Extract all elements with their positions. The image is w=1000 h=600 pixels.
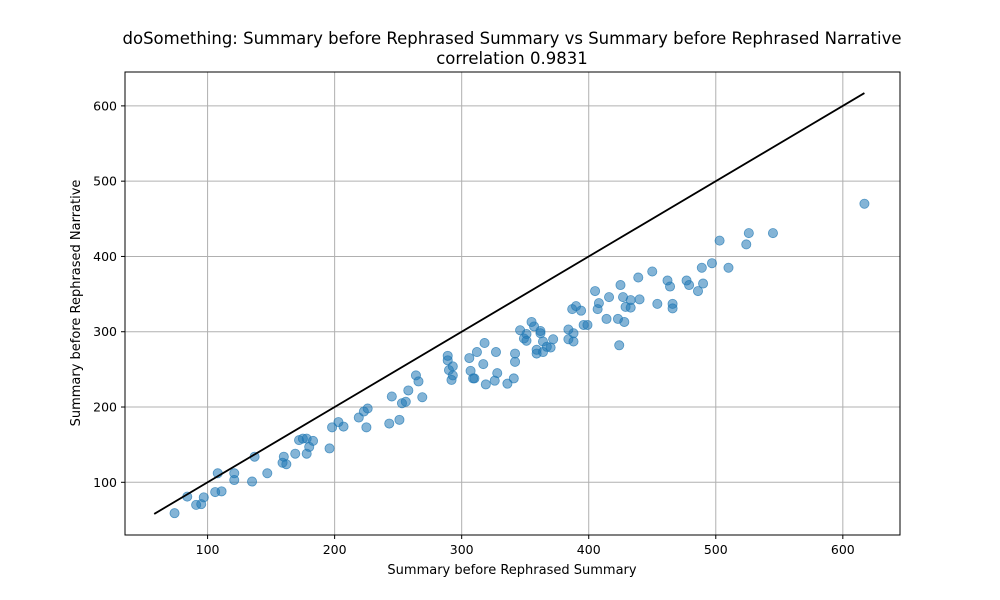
data-point xyxy=(665,281,676,292)
reference-line xyxy=(153,92,865,515)
data-point xyxy=(521,335,532,346)
data-point xyxy=(327,422,338,433)
data-point xyxy=(308,435,319,446)
data-point xyxy=(647,266,658,277)
data-point xyxy=(447,370,458,381)
data-points xyxy=(169,198,870,519)
data-point xyxy=(480,379,491,390)
data-point xyxy=(859,198,870,209)
y-tick-label: 600 xyxy=(93,98,117,113)
chart-title: doSomething: Summary before Rephrased Su… xyxy=(123,29,902,48)
data-point xyxy=(198,492,209,503)
data-point xyxy=(535,328,546,339)
data-point xyxy=(290,448,301,459)
data-point xyxy=(490,347,501,358)
data-point xyxy=(447,361,458,372)
plot-frame xyxy=(124,71,901,536)
data-point xyxy=(741,239,752,250)
y-tick-label: 300 xyxy=(93,324,117,339)
data-point xyxy=(619,316,630,327)
data-point xyxy=(281,459,292,470)
x-tick-label: 400 xyxy=(577,542,601,557)
data-point xyxy=(723,262,734,273)
data-point xyxy=(545,342,556,353)
data-point xyxy=(508,373,519,384)
data-point xyxy=(386,391,397,402)
data-point xyxy=(593,298,604,309)
data-point xyxy=(324,443,335,454)
data-point xyxy=(706,258,717,269)
data-point xyxy=(590,286,601,297)
data-point xyxy=(614,340,625,351)
data-point xyxy=(502,378,513,389)
y-tick-label: 500 xyxy=(93,174,117,189)
data-point xyxy=(634,294,645,305)
data-point xyxy=(400,396,411,407)
data-point xyxy=(492,368,503,379)
data-point xyxy=(216,486,227,497)
data-point xyxy=(576,305,587,316)
data-point xyxy=(394,414,405,425)
data-point xyxy=(767,228,778,239)
data-point xyxy=(714,235,725,246)
y-tick-label: 200 xyxy=(93,400,117,415)
data-point xyxy=(338,421,349,432)
data-point xyxy=(169,508,180,519)
data-point xyxy=(229,468,240,479)
data-point xyxy=(633,272,644,283)
data-point xyxy=(247,476,258,487)
data-point xyxy=(568,336,579,347)
data-point xyxy=(361,422,372,433)
data-point xyxy=(684,280,695,291)
data-point xyxy=(743,228,754,239)
data-point xyxy=(384,418,395,429)
data-point xyxy=(601,313,612,324)
data-point xyxy=(625,295,636,306)
data-point xyxy=(464,353,475,364)
data-point xyxy=(362,403,373,414)
data-point xyxy=(692,286,703,297)
data-point xyxy=(568,328,579,339)
data-point xyxy=(417,392,428,403)
data-point xyxy=(479,338,490,349)
data-point xyxy=(652,298,663,309)
data-point xyxy=(413,376,424,387)
data-point xyxy=(478,359,489,370)
data-point xyxy=(510,356,521,367)
data-point xyxy=(471,347,482,358)
data-point xyxy=(604,292,615,303)
data-point xyxy=(469,373,480,384)
x-tick-label: 500 xyxy=(704,542,728,557)
data-point xyxy=(548,334,559,345)
y-axis-ticks: 100 200 300 400 500 600 xyxy=(93,98,125,490)
y-axis-label: Summary before Rephrased Narrative xyxy=(69,180,84,427)
data-point xyxy=(403,385,414,396)
x-tick-label: 300 xyxy=(450,542,474,557)
y-tick-label: 100 xyxy=(93,475,117,490)
data-point xyxy=(262,468,273,479)
x-axis-ticks: 100 200 300 400 500 600 xyxy=(196,535,855,557)
data-point xyxy=(510,348,521,359)
x-axis-label: Summary before Rephrased Summary xyxy=(387,563,636,578)
x-tick-label: 100 xyxy=(196,542,220,557)
x-tick-label: 200 xyxy=(323,542,347,557)
data-point xyxy=(582,319,593,330)
y-tick-label: 400 xyxy=(93,249,117,264)
chart-subtitle: correlation 0.9831 xyxy=(436,49,588,68)
data-point xyxy=(698,278,709,289)
data-point xyxy=(615,280,626,291)
data-point xyxy=(696,262,707,273)
data-point xyxy=(667,298,678,309)
x-tick-label: 600 xyxy=(831,542,855,557)
